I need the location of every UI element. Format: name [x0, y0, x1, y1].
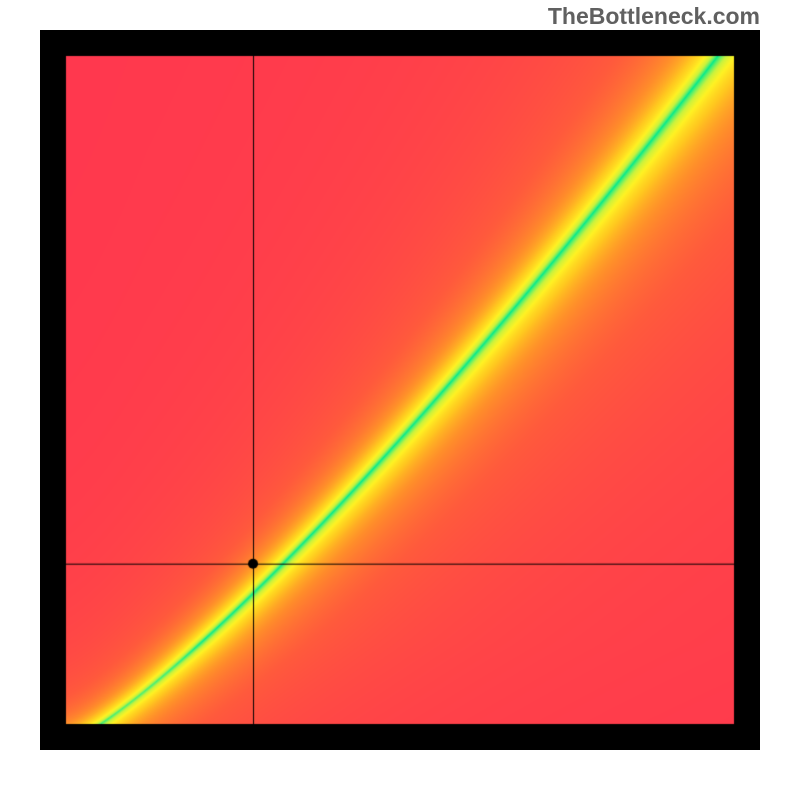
- heatmap-canvas: [40, 30, 760, 750]
- heatmap-frame: [40, 30, 760, 750]
- watermark-text: TheBottleneck.com: [548, 3, 760, 30]
